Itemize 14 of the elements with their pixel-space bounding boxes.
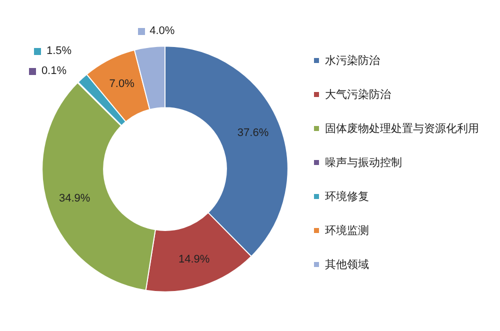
legend-label: 大气污染防治 (325, 88, 391, 101)
legend-label: 固体废物处理处置与资源化利用 (325, 122, 479, 135)
data-label: 7.0% (109, 78, 135, 90)
legend-label: 环境监测 (325, 224, 369, 237)
data-label: 1.5% (46, 45, 72, 58)
data-label: 34.9% (59, 192, 90, 205)
legend-label: 水污染防治 (325, 54, 380, 67)
data-label: 37.6% (237, 126, 269, 139)
data-label: 0.1% (41, 65, 67, 78)
legend-label: 环境修复 (325, 190, 369, 203)
legend-label: 噪声与振动控制 (325, 156, 402, 169)
data-label: 14.9% (178, 254, 210, 266)
data-label: 4.0% (150, 25, 175, 38)
legend-label: 其他领域 (325, 258, 369, 271)
